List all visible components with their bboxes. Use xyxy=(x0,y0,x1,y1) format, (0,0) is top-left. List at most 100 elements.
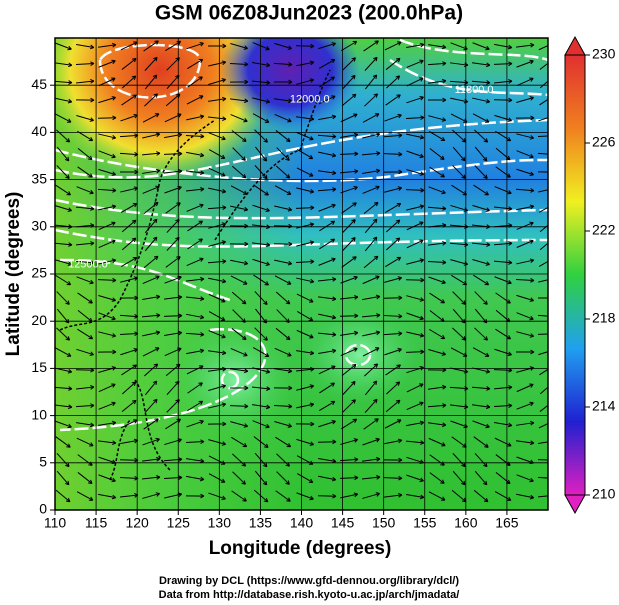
wind-arrow xyxy=(493,79,513,84)
y-tick-label: 5 xyxy=(39,454,47,470)
wind-arrow xyxy=(451,489,467,503)
wind-arrow xyxy=(119,457,139,463)
wind-arrow xyxy=(429,328,446,340)
wind-arrow xyxy=(55,404,73,410)
wind-arrow xyxy=(472,42,490,51)
wind-arrow xyxy=(166,57,180,71)
wind-arrow xyxy=(142,492,161,499)
wind-arrow xyxy=(164,347,182,357)
wind-arrow xyxy=(144,56,158,71)
wind-arrow xyxy=(142,275,160,285)
wind-arrow xyxy=(56,291,70,305)
wind-arrow xyxy=(98,239,116,249)
wind-arrow xyxy=(165,202,181,214)
colorbar-label: 226 xyxy=(592,134,616,150)
wind-arrow xyxy=(119,314,139,319)
wind-arrow xyxy=(75,97,95,103)
wind-arrow xyxy=(516,42,535,48)
wind-arrow xyxy=(495,130,512,142)
wind-arrow xyxy=(384,41,402,51)
wind-arrow xyxy=(251,386,271,391)
wind-arrow xyxy=(76,78,95,84)
wind-arrow xyxy=(208,277,227,284)
wind-arrow xyxy=(449,224,469,229)
wind-arrow xyxy=(537,495,548,498)
wind-arrow xyxy=(187,238,203,250)
wind-arrow xyxy=(76,437,94,447)
wind-arrow xyxy=(472,259,490,266)
wind-arrow xyxy=(406,295,425,302)
colorbar-extend xyxy=(564,494,586,515)
wind-arrow xyxy=(450,42,468,51)
wind-arrow xyxy=(340,347,358,357)
wind-arrow xyxy=(56,327,71,341)
wind-arrow xyxy=(361,313,381,318)
wind-arrow xyxy=(340,185,358,194)
wind-arrow xyxy=(208,330,226,339)
wind-arrow xyxy=(232,453,247,467)
wind-arrow xyxy=(144,398,158,414)
wind-arrow xyxy=(56,165,70,179)
wind-arrow xyxy=(451,274,468,286)
wind-arrow xyxy=(273,241,293,247)
wind-arrow xyxy=(428,115,447,122)
wind-arrow xyxy=(339,151,359,157)
wind-arrow xyxy=(428,349,446,356)
wind-arrow xyxy=(120,113,138,122)
wind-arrow xyxy=(429,166,445,178)
wind-arrow xyxy=(119,331,139,337)
wind-arrow xyxy=(516,456,534,465)
wind-arrow xyxy=(384,492,403,498)
wind-arrow xyxy=(208,350,227,356)
wind-arrow xyxy=(363,40,379,52)
wind-arrow xyxy=(494,43,513,50)
wind-arrow xyxy=(186,170,205,176)
wind-arrow xyxy=(230,275,248,285)
wind-arrow xyxy=(186,475,205,482)
wind-arrow xyxy=(142,132,161,139)
grid xyxy=(54,38,548,511)
wind-arrow xyxy=(252,42,270,51)
x-tick-label: 120 xyxy=(125,515,149,531)
y-tick-label: 15 xyxy=(31,359,47,375)
wind-arrow xyxy=(428,422,447,428)
wind-arrow xyxy=(494,186,512,195)
wind-arrow xyxy=(318,257,336,266)
wind-arrow xyxy=(318,114,337,121)
wind-arrow xyxy=(165,93,181,107)
wind-arrow xyxy=(187,76,203,88)
wind-arrow xyxy=(473,436,489,448)
colorbar-label: 218 xyxy=(592,310,616,326)
wind-arrow xyxy=(406,239,424,249)
wind-arrow xyxy=(208,187,227,194)
wind-arrow xyxy=(427,61,447,66)
wind-arrow xyxy=(537,476,548,479)
wind-arrow xyxy=(516,383,534,393)
wind-arrow xyxy=(274,259,293,266)
wind-arrow xyxy=(406,474,424,483)
wind-arrow xyxy=(144,363,159,377)
wind-arrow xyxy=(208,167,226,177)
wind-arrow xyxy=(450,259,469,266)
wind-arrow xyxy=(296,240,315,247)
wind-arrow xyxy=(186,203,204,212)
colorbar xyxy=(564,54,586,496)
wind-arrow xyxy=(55,420,72,429)
wind-arrow xyxy=(515,115,535,121)
wind-arrow xyxy=(275,130,291,143)
colorbar-extend xyxy=(564,35,586,56)
wind-arrow xyxy=(472,204,490,212)
wind-arrow xyxy=(341,40,358,52)
wind-arrow xyxy=(254,452,268,468)
wind-arrow xyxy=(164,294,183,300)
wind-arrow xyxy=(474,452,488,468)
wind-arrow xyxy=(187,382,203,394)
wind-arrow xyxy=(55,205,72,212)
wind-arrow xyxy=(121,237,137,251)
wind-arrow xyxy=(141,475,161,480)
wind-arrow xyxy=(253,489,269,503)
wind-arrow xyxy=(207,43,227,49)
wind-arrow xyxy=(474,129,489,143)
wind-arrow xyxy=(383,475,403,481)
x-tick-label: 155 xyxy=(413,515,437,531)
